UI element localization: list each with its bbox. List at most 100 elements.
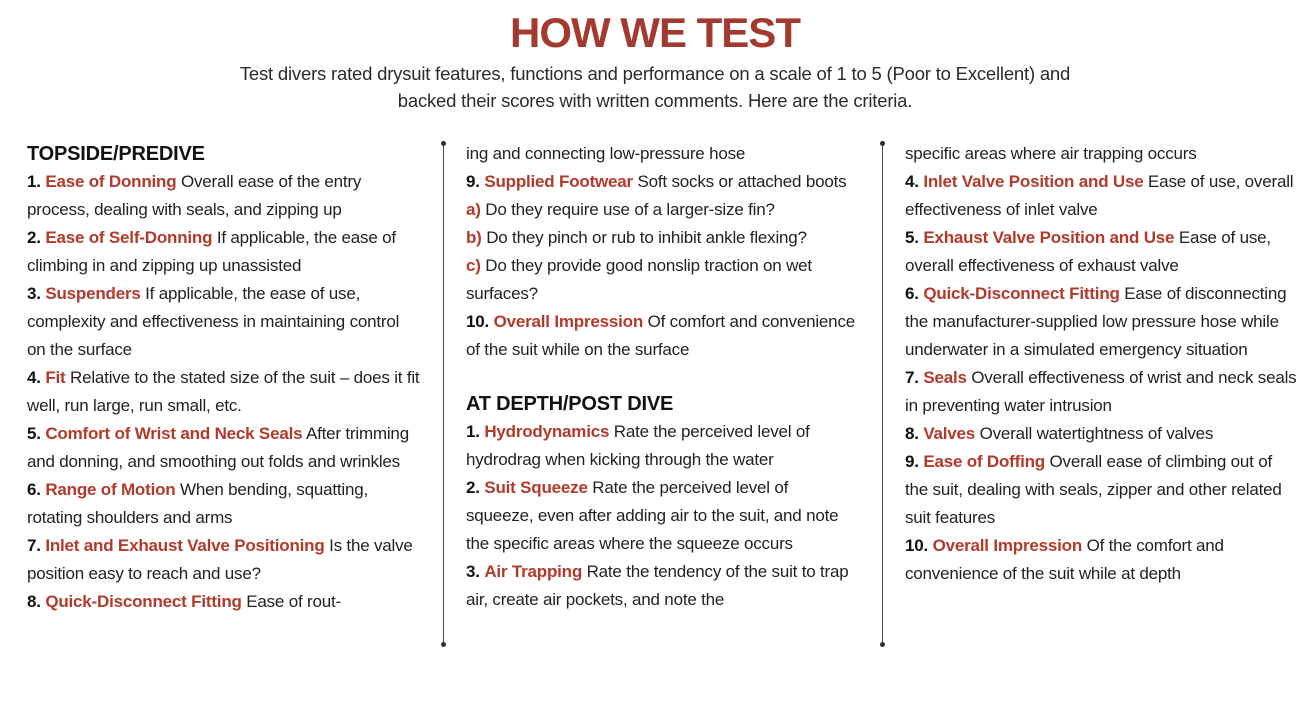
item-description: Do they provide good nonslip traction on… xyxy=(466,256,812,303)
item-keyword: Range of Motion xyxy=(45,480,176,499)
criteria-item: 2. Suit Squeeze Rate the perceived level… xyxy=(466,474,860,558)
item-number: 5. xyxy=(905,228,919,247)
item-keyword: Exhaust Valve Position and Use xyxy=(923,228,1175,247)
criteria-item: 6. Range of Motion When bending, squatti… xyxy=(27,476,421,532)
item-description: Overall ease of climbing out of the suit… xyxy=(905,452,1282,527)
column-divider xyxy=(880,141,885,647)
item-number: 2. xyxy=(27,228,41,247)
item-description: Ease of use, overall effectiveness of ex… xyxy=(905,228,1271,275)
item-number: 4. xyxy=(905,172,919,191)
item-description: Rate the perceived level of squeeze, eve… xyxy=(466,478,839,553)
item-description: specific areas where air trapping occurs xyxy=(905,144,1197,163)
item-description: Overall effectiveness of wrist and neck … xyxy=(905,368,1297,415)
item-keyword: Overall Impression xyxy=(932,536,1083,555)
criteria-item: 9. Ease of Doffing Overall ease of climb… xyxy=(905,448,1299,532)
column-2: ing and connecting low-pressure hose 9. … xyxy=(466,140,860,614)
item-keyword: Inlet and Exhaust Valve Positioning xyxy=(45,536,325,555)
item-keyword: Ease of Donning xyxy=(45,172,177,191)
item-number: 1. xyxy=(27,172,41,191)
item-keyword: Ease of Doffing xyxy=(923,452,1045,471)
item-description: Is the valve position easy to reach and … xyxy=(27,536,413,583)
item-keyword: Overall Impression xyxy=(493,312,644,331)
item-number: 4. xyxy=(27,368,41,387)
criteria-item: 7. Seals Overall effectiveness of wrist … xyxy=(905,364,1299,420)
item-description: Ease of use, overall effectiveness of in… xyxy=(905,172,1294,219)
subitem-letter: b) xyxy=(466,228,482,247)
criteria-item: 8. Valves Overall watertightness of valv… xyxy=(905,420,1299,448)
item-description: After trimming and donning, and smoothin… xyxy=(27,424,409,471)
item-number: 9. xyxy=(466,172,480,191)
item-keyword: Inlet Valve Position and Use xyxy=(923,172,1144,191)
criteria-item: 5. Exhaust Valve Position and Use Ease o… xyxy=(905,224,1299,280)
item-keyword: Ease of Self-Donning xyxy=(45,228,213,247)
criteria-item: 9. Supplied Footwear Soft socks or attac… xyxy=(466,168,860,196)
item-description: If applicable, the ease of climbing in a… xyxy=(27,228,396,275)
column-3: specific areas where air trapping occurs… xyxy=(905,140,1299,588)
item-keyword: Quick-Disconnect Fitting xyxy=(923,284,1120,303)
criteria-item-continuation: ing and connecting low-pressure hose xyxy=(466,140,860,168)
item-description: Relative to the stated size of the suit … xyxy=(27,368,420,415)
item-keyword: Valves xyxy=(923,424,976,443)
subitem-letter: c) xyxy=(466,256,481,275)
item-description: Ease of disconnecting the manufacturer-s… xyxy=(905,284,1287,359)
criteria-item: 6. Quick-Disconnect Fitting Ease of disc… xyxy=(905,280,1299,364)
item-description: When bending, squatting, rotating should… xyxy=(27,480,369,527)
item-number: 5. xyxy=(27,424,41,443)
item-number: 8. xyxy=(27,592,41,611)
item-keyword: Comfort of Wrist and Neck Seals xyxy=(45,424,303,443)
item-number: 3. xyxy=(27,284,41,303)
item-number: 3. xyxy=(466,562,480,581)
criteria-item: 7. Inlet and Exhaust Valve Positioning I… xyxy=(27,532,421,588)
item-keyword: Air Trapping xyxy=(484,562,583,581)
item-description: Do they require use of a larger-size fin… xyxy=(485,200,775,219)
item-description: If applicable, the ease of use, complexi… xyxy=(27,284,400,359)
item-description: Overall ease of the entry process, deali… xyxy=(27,172,362,219)
item-number: 10. xyxy=(466,312,490,331)
subitem-letter: a) xyxy=(466,200,481,219)
item-description: Of comfort and convenience of the suit w… xyxy=(466,312,855,359)
item-keyword: Hydrodynamics xyxy=(484,422,610,441)
item-number: 1. xyxy=(466,422,480,441)
column-1: TOPSIDE/PREDIVE 1. Ease of Donning Overa… xyxy=(27,140,421,616)
criteria-item-continuation: specific areas where air trapping occurs xyxy=(905,140,1299,168)
criteria-item: 10. Overall Impression Of comfort and co… xyxy=(466,308,860,364)
how-we-test-page: HOW WE TEST Test divers rated drysuit fe… xyxy=(0,10,1310,728)
criteria-item: 1. Ease of Donning Overall ease of the e… xyxy=(27,168,421,224)
criteria-item: 3. Suspenders If applicable, the ease of… xyxy=(27,280,421,364)
item-number: 6. xyxy=(27,480,41,499)
item-number: 7. xyxy=(27,536,41,555)
criteria-item: 4. Inlet Valve Position and Use Ease of … xyxy=(905,168,1299,224)
item-keyword: Suspenders xyxy=(45,284,141,303)
criteria-subitem: b) Do they pinch or rub to inhibit ankle… xyxy=(466,224,860,252)
item-description: Do they pinch or rub to inhibit ankle fl… xyxy=(486,228,807,247)
criteria-item: 3. Air Trapping Rate the tendency of the… xyxy=(466,558,860,614)
columns-container: TOPSIDE/PREDIVE 1. Ease of Donning Overa… xyxy=(27,140,1310,647)
item-description: Of the comfort and convenience of the su… xyxy=(905,536,1224,583)
item-number: 2. xyxy=(466,478,480,497)
item-number: 9. xyxy=(905,452,919,471)
item-description: Ease of rout- xyxy=(246,592,341,611)
section-heading-topside-predive: TOPSIDE/PREDIVE xyxy=(27,143,205,165)
item-number: 8. xyxy=(905,424,919,443)
item-description: ing and connecting low-pressure hose xyxy=(466,144,746,163)
item-keyword: Quick-Disconnect Fitting xyxy=(45,592,242,611)
item-number: 10. xyxy=(905,536,929,555)
page-subtitle: Test divers rated drysuit features, func… xyxy=(239,63,1071,111)
criteria-subitem: a) Do they require use of a larger-size … xyxy=(466,196,860,224)
criteria-item: 4. Fit Relative to the stated size of th… xyxy=(27,364,421,420)
column-divider xyxy=(441,141,446,647)
criteria-item: 1. Hydrodynamics Rate the perceived leve… xyxy=(466,418,860,474)
item-description: Overall watertightness of valves xyxy=(979,424,1214,443)
criteria-item: 2. Ease of Self-Donning If applicable, t… xyxy=(27,224,421,280)
criteria-item: 5. Comfort of Wrist and Neck Seals After… xyxy=(27,420,421,476)
item-description: Rate the tendency of the suit to trap ai… xyxy=(466,562,849,609)
criteria-subitem: c) Do they provide good nonslip traction… xyxy=(466,252,860,308)
criteria-item: 10. Overall Impression Of the comfort an… xyxy=(905,532,1299,588)
item-keyword: Fit xyxy=(45,368,66,387)
item-keyword: Supplied Footwear xyxy=(484,172,633,191)
criteria-item: 8. Quick-Disconnect Fitting Ease of rout… xyxy=(27,588,421,616)
item-number: 6. xyxy=(905,284,919,303)
item-description: Rate the perceived level of hydrodrag wh… xyxy=(466,422,810,469)
item-description: Soft socks or attached boots xyxy=(637,172,847,191)
item-keyword: Suit Squeeze xyxy=(484,478,588,497)
